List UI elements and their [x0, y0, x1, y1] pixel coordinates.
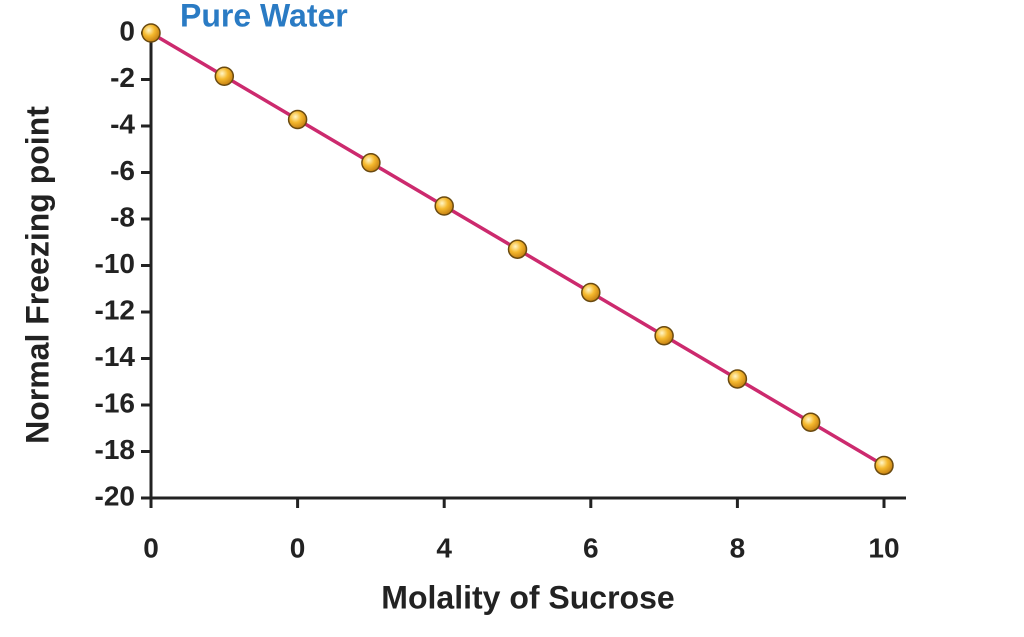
marker — [141, 23, 161, 43]
y-tick-label: -2 — [110, 62, 135, 93]
y-tick-label: -6 — [110, 155, 135, 186]
x-tick-label: 0 — [290, 532, 306, 563]
marker — [287, 109, 308, 130]
y-tick-label: -10 — [95, 248, 135, 279]
y-tick-label: 0 — [119, 15, 135, 46]
marker — [654, 325, 674, 346]
y-axis-title: Normal Freezing point — [19, 106, 55, 444]
marker — [874, 455, 894, 476]
y-tick-label: -12 — [95, 294, 135, 325]
marker — [214, 66, 235, 86]
x-tick-label: 4 — [436, 532, 452, 563]
x-tick-label: 6 — [583, 532, 599, 563]
x-tick-label: 0 — [143, 532, 159, 563]
x-axis-title: Molality of Sucrose — [381, 579, 674, 615]
y-tick-label: -4 — [110, 108, 135, 139]
x-tick-label: 10 — [868, 532, 899, 563]
marker — [434, 196, 454, 216]
marker — [727, 369, 748, 389]
marker — [800, 412, 821, 432]
y-tick-label: -8 — [110, 201, 135, 232]
marker — [581, 282, 601, 303]
y-tick-label: -16 — [95, 387, 135, 418]
annotation: Pure Water — [180, 0, 348, 33]
y-tick-label: -20 — [95, 480, 135, 511]
marker — [361, 152, 381, 173]
marker — [507, 239, 528, 259]
x-tick-label: 8 — [730, 532, 746, 563]
y-tick-label: -18 — [95, 434, 135, 465]
y-tick-label: -14 — [95, 341, 136, 372]
